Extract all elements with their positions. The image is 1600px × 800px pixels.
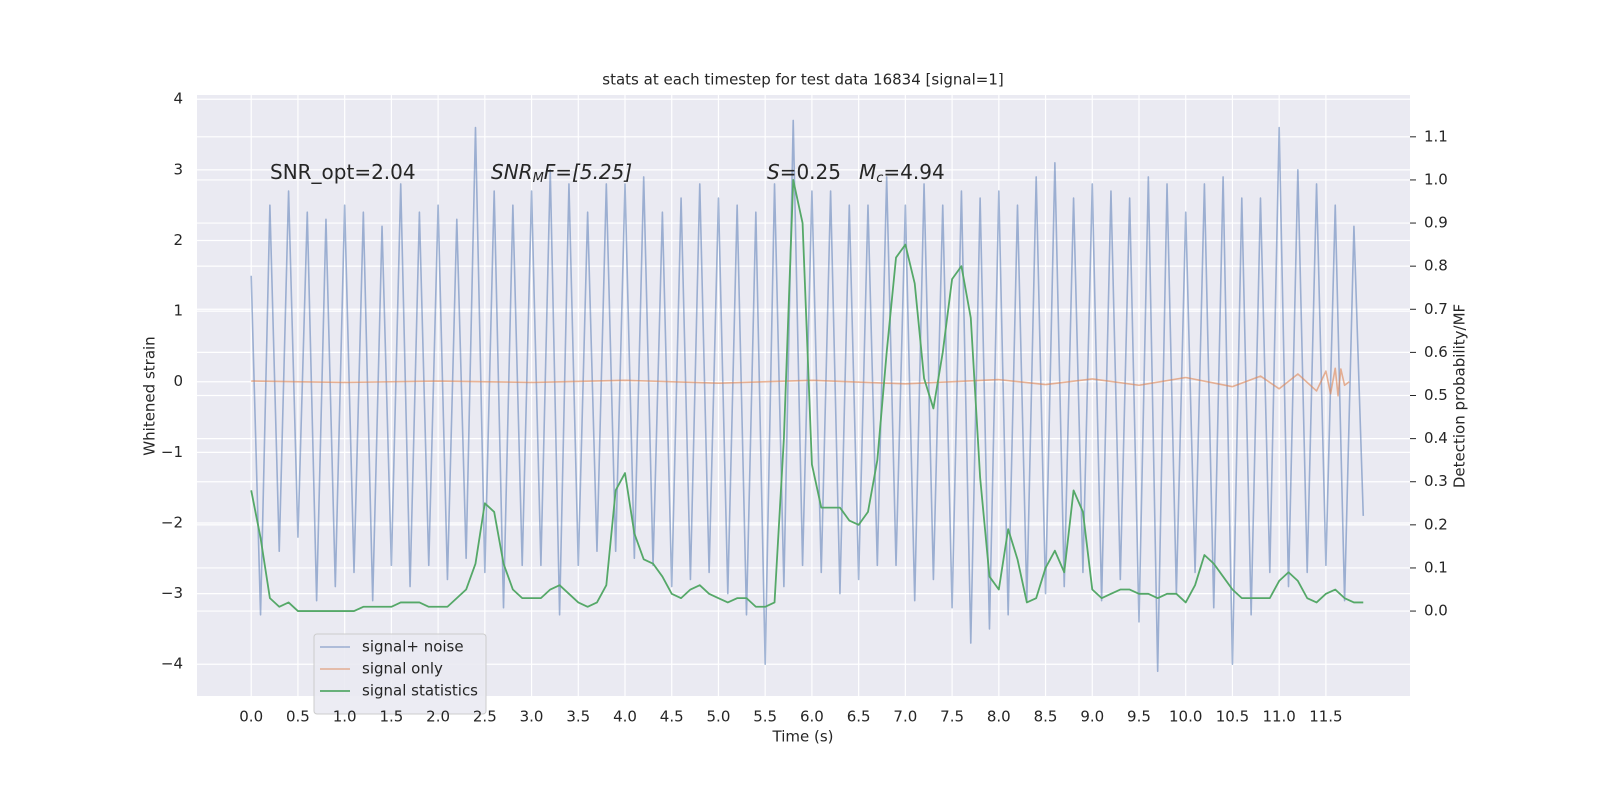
x-tick-label: 5.5: [753, 708, 777, 726]
x-tick-label: 0.5: [286, 708, 310, 726]
y-tick-label: −2: [161, 513, 183, 531]
annotation-part: SNR_opt=2.04: [270, 160, 416, 184]
x-tick-label: 6.0: [800, 708, 824, 726]
y-tick-label: 0: [173, 372, 183, 390]
legend-label: signal statistics: [362, 682, 478, 700]
x-tick-label: 8.5: [1034, 708, 1058, 726]
x-tick-label: 5.0: [707, 708, 731, 726]
y-tick-label: 4: [173, 90, 183, 108]
y-tick-label: 1: [173, 302, 183, 320]
y2-tick-label: 0.0: [1424, 602, 1448, 620]
annotation-part: =0.25: [780, 160, 841, 184]
x-tick-label: 7.5: [940, 708, 964, 726]
annotation: Mc=4.94: [859, 160, 945, 186]
y2-tick-label: 0.3: [1424, 472, 1448, 490]
y2-tick-label: 0.1: [1424, 558, 1448, 576]
x-tick-label: 3.5: [566, 708, 590, 726]
annotation: SNRMF=[5.25]: [491, 160, 632, 186]
x-tick-label: 9.5: [1127, 708, 1151, 726]
y-tick-label: 2: [173, 231, 183, 249]
annotation-part: F=[5.25]: [544, 160, 632, 184]
legend: signal+ noise signal only signal statistic…: [313, 633, 487, 715]
x-tick-label: 3.0: [520, 708, 544, 726]
x-tick-label: 1.0: [333, 708, 357, 726]
y2-tick-label: 0.8: [1424, 257, 1448, 275]
y-tick-label: −3: [161, 584, 183, 602]
legend-box: [313, 633, 487, 715]
y2-tick-label: 0.6: [1424, 343, 1448, 361]
y2-tick-label: 1.0: [1424, 170, 1448, 188]
annotation-part: =4.94: [883, 160, 944, 184]
y-axis-label: Whitened strain: [141, 336, 159, 455]
x-tick-label: 2.0: [426, 708, 450, 726]
x-tick-label: 4.0: [613, 708, 637, 726]
x-tick-label: 0.0: [239, 708, 263, 726]
annotation: SNR_opt=2.04: [270, 160, 416, 184]
annotation-part: c: [876, 171, 883, 186]
x-tick-label: 11.0: [1262, 708, 1295, 726]
chart-title: stats at each timestep for test data 168…: [602, 71, 1003, 89]
y2-tick-label: 0.9: [1424, 214, 1448, 232]
y-tick-label: −1: [161, 443, 183, 461]
x-tick-label: 1.5: [379, 708, 403, 726]
x-tick-label: 4.5: [660, 708, 684, 726]
series-line: [250, 119, 1365, 673]
x-tick-label: 11.5: [1309, 708, 1342, 726]
x-tick-label: 8.0: [987, 708, 1011, 726]
annotation: S=0.25: [767, 160, 841, 184]
x-tick-label: 9.0: [1080, 708, 1104, 726]
series-line: [250, 179, 1364, 612]
y2-tick-label: 0.5: [1424, 386, 1448, 404]
y-tick-label: −4: [161, 655, 183, 673]
y2-tick-label: 0.7: [1424, 300, 1448, 318]
annotation-part: S: [767, 160, 780, 184]
annotation-part: M: [859, 160, 876, 184]
x-tick-label: 6.5: [847, 708, 871, 726]
x-axis-label: Time (s): [772, 728, 834, 746]
legend-label: signal only: [362, 660, 443, 678]
y2-tick-label: 0.2: [1424, 515, 1448, 533]
y2-tick-label: 1.1: [1424, 127, 1448, 145]
annotation-part: SNR: [491, 160, 533, 184]
marks: [250, 119, 1365, 673]
y2-tick-label: 0.4: [1424, 429, 1448, 447]
annotation-part: M: [533, 171, 544, 186]
x-tick-label: 2.5: [473, 708, 497, 726]
y-tick-label: 3: [173, 160, 183, 178]
y2-axis-label: Detection probability/MF: [1451, 304, 1469, 488]
legend-label: signal+ noise: [362, 638, 464, 656]
x-tick-label: 10.5: [1216, 708, 1249, 726]
x-tick-label: 10.0: [1169, 708, 1202, 726]
series-line: [251, 367, 1350, 397]
x-tick-label: 7.0: [893, 708, 917, 726]
